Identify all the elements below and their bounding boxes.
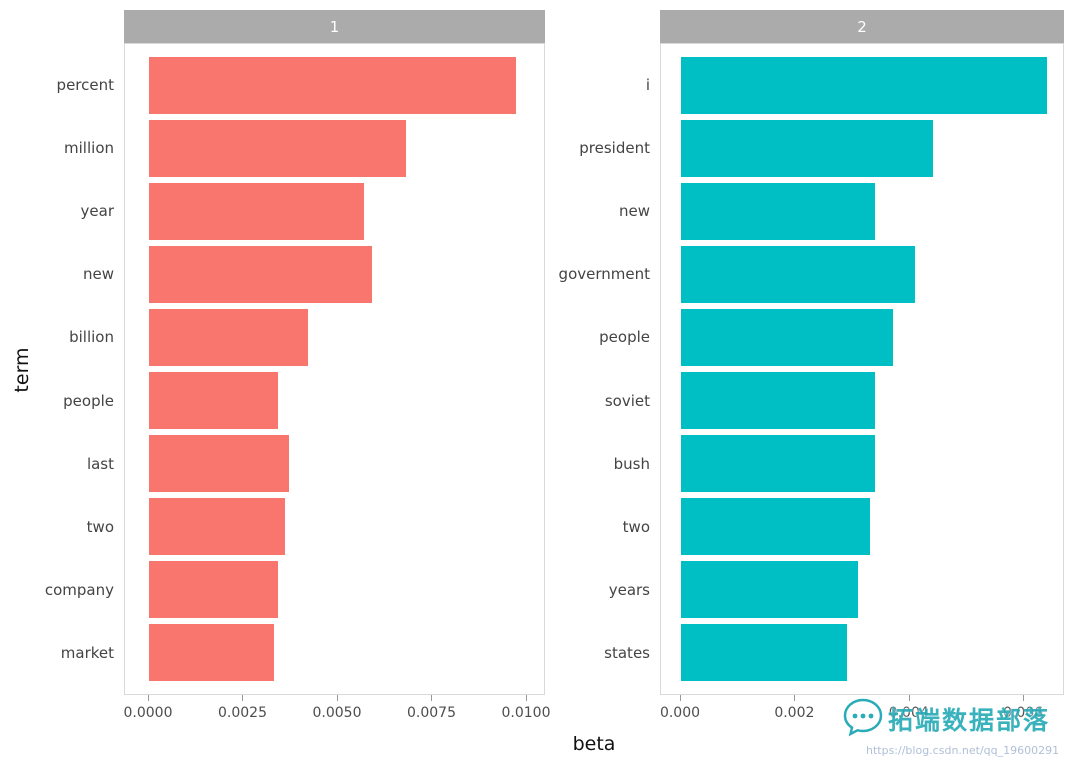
bar-row [661, 180, 1063, 243]
panel [124, 43, 545, 695]
panel [660, 43, 1064, 695]
bar-years [681, 561, 859, 618]
x-axis-title: beta [572, 733, 616, 755]
watermark-brand: 拓端数据部落 [888, 706, 1051, 735]
bar-row [661, 243, 1063, 306]
bar-bush [681, 435, 876, 492]
x-tick-label: 0.0000 [123, 705, 173, 721]
bar-i [681, 57, 1047, 114]
category-label: new [618, 202, 650, 220]
bar-year [149, 183, 365, 240]
bar-two [149, 498, 286, 555]
category-label: years [608, 581, 650, 600]
bar-last [149, 435, 289, 492]
category-label: bush [613, 454, 650, 473]
x-tick-mark [794, 695, 796, 701]
bar-row [125, 243, 544, 306]
bar-row [125, 117, 544, 180]
bar-billion [149, 309, 308, 366]
bar-row [661, 369, 1063, 432]
category-label: million [64, 138, 114, 157]
bar-people [681, 309, 893, 366]
category-label: people [599, 328, 650, 347]
category-label: soviet [604, 391, 650, 410]
facet-strip: 1 [124, 10, 545, 43]
bar-row [661, 54, 1063, 117]
x-tick-label: 0.0075 [406, 705, 456, 721]
x-tick-label: 0.002 [774, 705, 815, 721]
x-tick-mark [1023, 695, 1025, 701]
bar-row [661, 558, 1063, 621]
x-tick-mark [336, 695, 338, 701]
x-axis-ticks: 0.0000 0.0025 0.0050 0.0075 0.0100 [123, 695, 550, 737]
bar-new [681, 183, 876, 240]
category-label: people [63, 391, 114, 410]
bar-new [149, 246, 372, 303]
x-tick-mark [525, 695, 527, 701]
bar-row [661, 621, 1063, 684]
bar-two [681, 498, 870, 555]
bar-percent [149, 57, 516, 114]
watermark-url: https://blog.csdn.net/qq_19600291 [866, 744, 1060, 757]
x-tick-label: 0.0050 [312, 705, 362, 721]
category-label: year [80, 202, 114, 220]
bar-million [149, 120, 407, 177]
category-label: two [86, 518, 114, 537]
bar-row [661, 306, 1063, 369]
bar-row [125, 180, 544, 243]
x-tick-label: 0.0100 [501, 705, 551, 721]
bar-row [125, 54, 544, 117]
bar-row [661, 432, 1063, 495]
x-tick-label: 0.0025 [217, 705, 267, 721]
y-axis-labels: percent million year new billion people last tw… [14, 43, 114, 695]
bar-row [125, 432, 544, 495]
x-tick-mark [242, 695, 244, 701]
bar-row [125, 495, 544, 558]
bar-market [149, 624, 274, 681]
bar-president [681, 120, 933, 177]
category-label: government [558, 265, 650, 284]
bar-states [681, 624, 847, 681]
category-label: market [60, 644, 114, 663]
y-axis-labels: i president new government people soviet bush t… [544, 43, 650, 695]
watermark: 拓端数据部落 https://blog.csdn.net/qq_19600291 [842, 696, 1078, 757]
bar-row [661, 117, 1063, 180]
x-tick-mark [680, 695, 681, 701]
bar-row [125, 369, 544, 432]
category-label: last [86, 454, 114, 473]
category-label: states [604, 644, 650, 663]
x-tick-label: 0.004 [888, 705, 929, 721]
category-label: i [645, 75, 650, 94]
category-label: percent [56, 75, 114, 94]
x-tick-label: 0.006 [1003, 705, 1044, 721]
category-label: two [622, 518, 650, 537]
bar-company [149, 561, 278, 618]
facet-strip: 2 [660, 10, 1064, 43]
category-label: company [44, 581, 114, 600]
x-tick-mark [431, 695, 433, 701]
category-label: new [82, 265, 114, 284]
x-tick-mark [908, 695, 910, 701]
bar-government [681, 246, 916, 303]
x-tick-label: 0.000 [659, 705, 701, 721]
bar-row [125, 558, 544, 621]
bar-people [149, 372, 278, 429]
category-label: billion [69, 328, 114, 347]
x-tick-mark [148, 695, 149, 701]
bar-row [125, 306, 544, 369]
speech-bubble-icon [842, 696, 884, 742]
bar-row [661, 495, 1063, 558]
category-label: president [579, 138, 650, 157]
bar-soviet [681, 372, 876, 429]
x-axis-ticks: 0.000 0.002 0.004 0.006 [660, 695, 1064, 737]
bar-row [125, 621, 544, 684]
